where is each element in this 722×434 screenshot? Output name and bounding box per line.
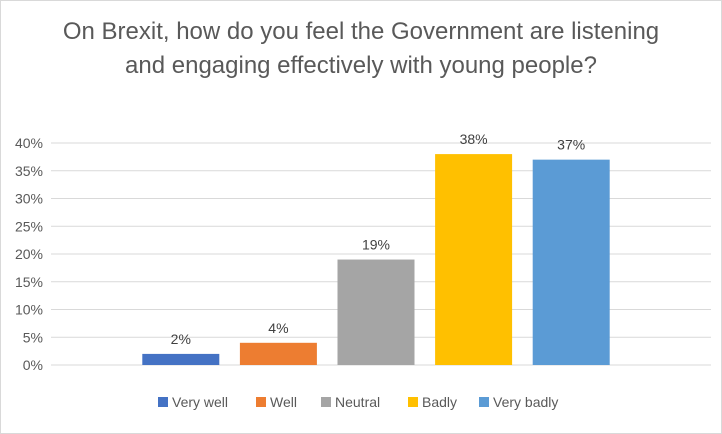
data-label: 19%	[362, 237, 390, 253]
legend-label: Badly	[422, 394, 457, 410]
data-label: 2%	[171, 331, 191, 347]
data-label: 38%	[460, 131, 488, 147]
y-tick-label: 0%	[23, 357, 43, 373]
legend-label: Neutral	[335, 394, 380, 410]
y-tick-label: 30%	[15, 191, 43, 207]
bar-neutral	[337, 259, 415, 365]
y-tick-label: 25%	[15, 218, 43, 234]
legend-swatch	[479, 397, 489, 407]
data-label: 4%	[268, 320, 288, 336]
bar-very-well	[142, 353, 220, 365]
legend-label: Well	[270, 394, 297, 410]
legend-swatch	[158, 397, 168, 407]
y-tick-label: 40%	[15, 135, 43, 151]
y-tick-label: 15%	[15, 274, 43, 290]
chart-title: On Brexit, how do you feel the Governmen…	[62, 18, 660, 79]
bar-badly	[435, 154, 513, 365]
legend-label: Very badly	[493, 394, 558, 410]
legend-swatch	[321, 397, 331, 407]
legend-swatch	[408, 397, 418, 407]
data-label: 37%	[557, 137, 585, 153]
y-tick-label: 10%	[15, 302, 43, 318]
bar-well	[239, 342, 317, 365]
y-tick-label: 20%	[15, 246, 43, 262]
legend-swatch	[256, 397, 266, 407]
bar-very-badly	[532, 159, 610, 365]
legend-label: Very well	[172, 394, 228, 410]
y-tick-label: 35%	[15, 163, 43, 179]
y-tick-label: 5%	[23, 329, 43, 345]
